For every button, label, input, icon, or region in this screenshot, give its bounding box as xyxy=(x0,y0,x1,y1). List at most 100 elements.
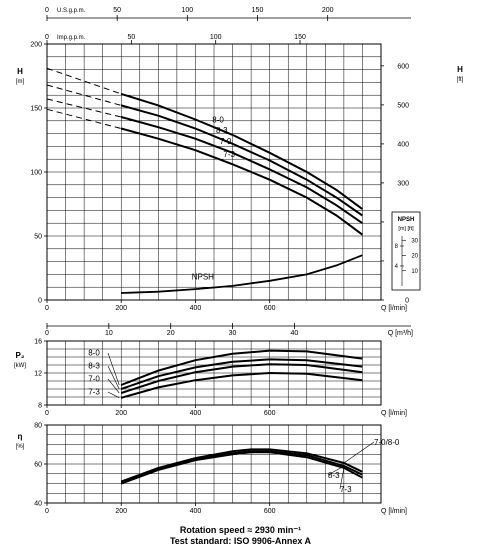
y-axis-unit-label: [kW] xyxy=(14,363,26,369)
series-7-3 xyxy=(120,371,363,399)
m3h-tick-label: 10 xyxy=(105,330,113,337)
x-axis-label: Q [l/min] xyxy=(381,508,407,515)
x-tick-label: 400 xyxy=(190,305,202,312)
x-tick-label: 400 xyxy=(190,508,202,515)
imp-gpm-tick-label: 50 xyxy=(127,34,135,41)
head-grid xyxy=(47,44,381,300)
x-tick-label: 600 xyxy=(264,305,276,312)
us-gpm-tick-label: 100 xyxy=(181,7,193,14)
right-tick-label: 300 xyxy=(397,180,409,187)
x-axis-label: Q [l/min] xyxy=(381,410,407,417)
npsh-curve-label: NPSH xyxy=(192,273,214,282)
y-axis-unit-label: [%] xyxy=(16,444,25,450)
m3h-axis-label: Q [m³/h] xyxy=(388,330,413,337)
npsh-ft-tick-label: 20 xyxy=(411,254,418,260)
us-gpm-tick-label: 150 xyxy=(252,7,264,14)
series-label-8-0: 8-0 xyxy=(212,116,224,125)
power-label-8-0: 8-0 xyxy=(88,349,100,358)
series-7-0 xyxy=(120,116,363,225)
leader-8-3 xyxy=(107,365,120,390)
power-label-7-0: 7-0 xyxy=(88,375,100,384)
npsh-inset-box xyxy=(391,211,421,291)
us-gpm-axis-label: U.S.g.p.m. xyxy=(57,8,86,14)
y-axis-unit-label: [m] xyxy=(16,79,25,85)
test-standard-note: Test standard: ISO 9906-Annex A xyxy=(169,536,312,546)
series-8-3 xyxy=(120,104,363,217)
leader-7-3 xyxy=(107,391,120,399)
right-tick-label: 0 xyxy=(405,298,409,305)
x-tick-label: 0 xyxy=(45,410,49,417)
series-7-3 xyxy=(120,127,363,236)
series-8-0-dashed xyxy=(46,67,122,95)
leader-8-0 xyxy=(107,352,120,386)
eff-label-8-3: 8-3 xyxy=(328,471,340,480)
leader-7-0 xyxy=(107,378,120,394)
series-7-0-dashed xyxy=(46,98,122,118)
m3h-tick-label: 0 xyxy=(45,330,49,337)
x-tick-label: 0 xyxy=(45,305,49,312)
y-axis-label: H xyxy=(17,67,23,76)
leader-eff-8-3 xyxy=(327,465,345,476)
us-gpm-tick-label: 0 xyxy=(45,7,49,14)
y-tick-label: 80 xyxy=(34,423,42,430)
series-label-7-0: 7-0 xyxy=(220,137,232,146)
series-label-8-3: 8-3 xyxy=(216,126,228,135)
right-tick-label: 500 xyxy=(397,102,409,109)
eff-label-7-3: 7-3 xyxy=(340,485,352,494)
x-tick-label: 200 xyxy=(115,410,127,417)
npsh-m-tick-label: 8 xyxy=(395,244,399,250)
power-label-7-3: 7-3 xyxy=(88,388,100,397)
imp-gpm-tick-label: 100 xyxy=(210,34,222,41)
y-axis-label: η xyxy=(18,432,23,441)
imp-gpm-tick-label: 0 xyxy=(45,34,49,41)
series-8-3 xyxy=(120,358,363,390)
m3h-tick-label: 40 xyxy=(291,330,299,337)
series-npsh xyxy=(121,254,363,294)
y-tick-label: 200 xyxy=(30,42,42,49)
y-tick-label: 16 xyxy=(34,339,42,346)
eff-label-7-0/8-0: 7-0/8-0 xyxy=(374,438,400,447)
m3h-tick-label: 30 xyxy=(229,330,237,337)
x-axis-label: Q [l/min] xyxy=(381,305,407,312)
npsh-inset-units: [m] [ft] xyxy=(398,226,414,232)
x-tick-label: 200 xyxy=(115,305,127,312)
leader-eff-7-3 xyxy=(339,467,345,490)
us-gpm-tick-label: 200 xyxy=(322,7,334,14)
npsh-m-tick-label: 4 xyxy=(395,264,399,270)
series-label-7-3: 7-3 xyxy=(223,150,235,159)
y-tick-label: 8 xyxy=(38,403,42,410)
right-axis-unit-label: [ft] xyxy=(457,77,464,83)
series-7-3-dashed xyxy=(46,108,122,129)
y-tick-label: 50 xyxy=(34,234,42,241)
leader-eff-7-0/8-0 xyxy=(343,441,375,464)
x-tick-label: 600 xyxy=(264,508,276,515)
right-axis-label: H xyxy=(457,65,463,74)
y-tick-label: 150 xyxy=(30,106,42,113)
y-tick-label: 0 xyxy=(38,298,42,305)
us-gpm-tick-label: 50 xyxy=(113,7,121,14)
right-tick-label: 600 xyxy=(397,63,409,70)
x-tick-label: 600 xyxy=(264,410,276,417)
npsh-inset-label: NPSH xyxy=(398,217,415,223)
power-label-8-3: 8-3 xyxy=(88,362,100,371)
y-tick-label: 12 xyxy=(34,371,42,378)
y-tick-label: 60 xyxy=(34,462,42,469)
npsh-ft-tick-label: 30 xyxy=(411,238,418,244)
series-8-0 xyxy=(120,92,363,210)
x-tick-label: 0 xyxy=(45,508,49,515)
series-7-0 xyxy=(120,363,363,394)
series-8-3-dashed xyxy=(46,84,122,106)
imp-gpm-axis-label: Imp.g.p.m. xyxy=(57,35,86,41)
npsh-ft-tick-label: 10 xyxy=(411,269,418,275)
imp-gpm-tick-label: 150 xyxy=(294,34,306,41)
x-tick-label: 400 xyxy=(190,410,202,417)
y-axis-label: P₂ xyxy=(16,351,25,360)
rotation-speed-note: Rotation speed ≈ 2930 min⁻¹ xyxy=(179,525,302,535)
y-tick-label: 100 xyxy=(30,170,42,177)
y-tick-label: 40 xyxy=(34,501,42,508)
series-8-0 xyxy=(120,349,363,386)
right-tick-label: 400 xyxy=(397,141,409,148)
series-8-3 xyxy=(120,450,363,484)
series-7-3 xyxy=(120,451,363,485)
